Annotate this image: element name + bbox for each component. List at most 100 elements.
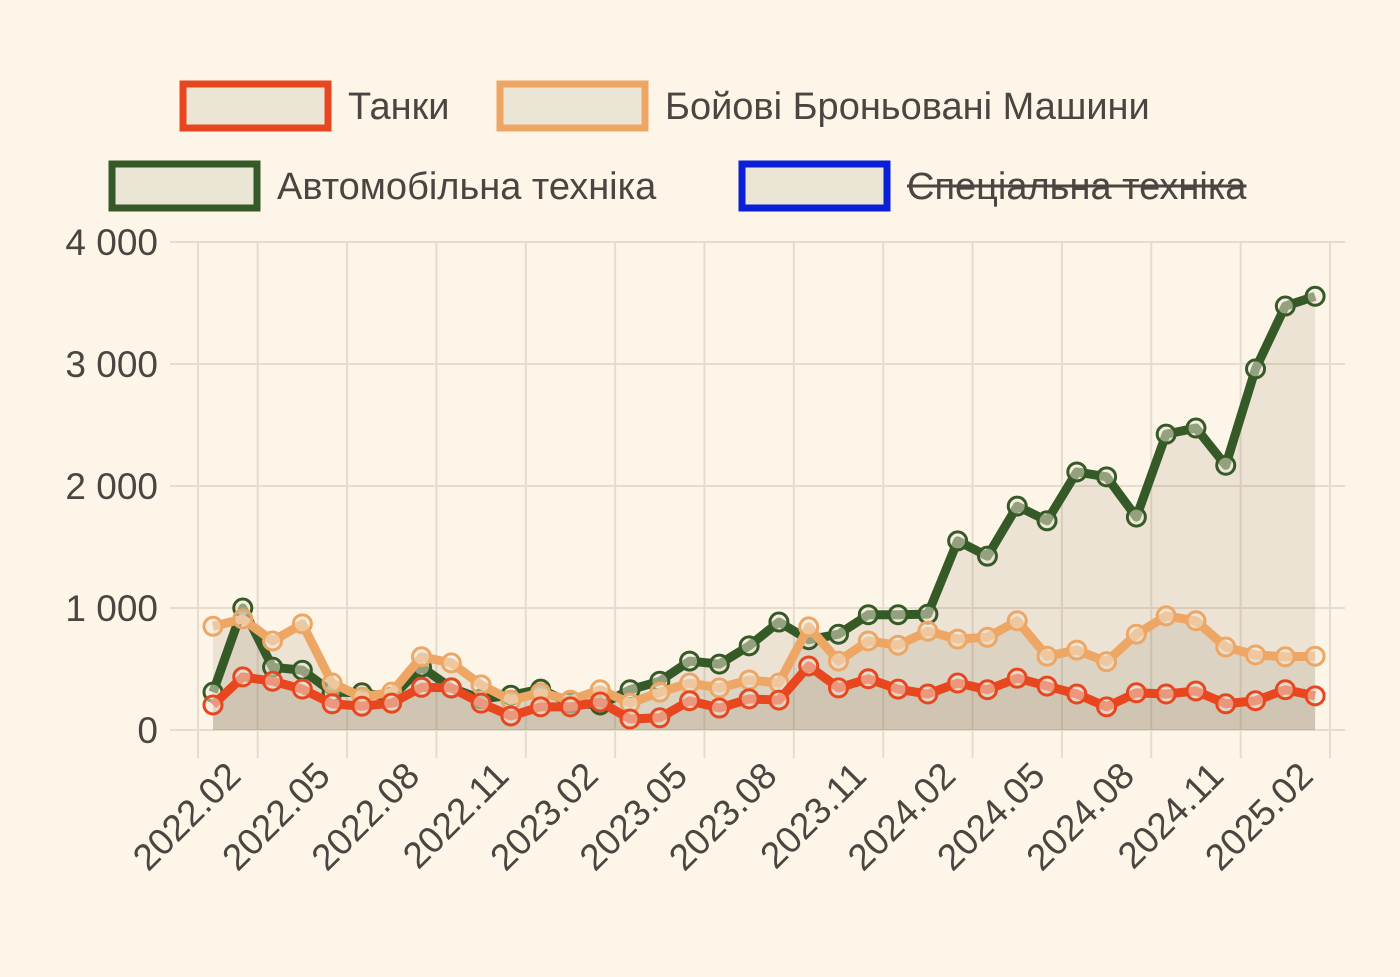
point [679,672,701,694]
point [1066,461,1088,483]
point [857,630,879,652]
legend-swatch [738,160,891,212]
point [768,689,790,711]
point [1274,295,1296,317]
point [1036,675,1058,697]
point [887,604,909,626]
area [213,296,1316,730]
point [411,676,433,698]
point [1006,495,1028,517]
y-tick-label: 3 000 [65,344,158,385]
point [679,650,701,672]
point [321,693,343,715]
point [947,530,969,552]
point [291,659,313,681]
point [738,669,760,691]
point [857,604,879,626]
y-tick-label: 2 000 [65,466,158,507]
point [202,694,224,716]
point [917,620,939,642]
point [1245,358,1267,380]
point [947,628,969,650]
point [232,666,254,688]
point [917,683,939,705]
point [708,653,730,675]
point [708,697,730,719]
point [1036,510,1058,532]
point [232,608,254,630]
point [500,705,522,727]
point [1155,605,1177,627]
point [470,674,492,696]
point [619,708,641,730]
point [470,692,492,714]
point [1185,610,1207,632]
point [1215,454,1237,476]
y-tick-label: 0 [137,710,158,751]
point [857,668,879,690]
point [649,681,671,703]
point [708,677,730,699]
point [1274,679,1296,701]
point [976,626,998,648]
point [1155,423,1177,445]
point [738,635,760,657]
point [1096,651,1118,673]
point [440,652,462,674]
point [321,672,343,694]
point [381,692,403,714]
point [1125,623,1147,645]
point [1066,639,1088,661]
point [1215,693,1237,715]
y-tick-label: 4 000 [65,222,158,263]
point [1245,690,1267,712]
point [1304,645,1326,667]
point [1066,683,1088,705]
point [440,677,462,699]
legend-swatch [496,80,649,132]
point [1185,680,1207,702]
legend-swatch [179,80,332,132]
legend-swatch [108,160,261,212]
point [1036,645,1058,667]
point [828,677,850,699]
point [828,650,850,672]
point [1125,682,1147,704]
point [1274,646,1296,668]
point [530,696,552,718]
point [1245,644,1267,666]
point [1304,685,1326,707]
point [1155,683,1177,705]
point [798,655,820,677]
point [976,679,998,701]
point [976,545,998,567]
point [1006,667,1028,689]
point [1006,610,1028,632]
point [738,688,760,710]
point [1185,417,1207,439]
point [1125,506,1147,528]
point [679,690,701,712]
point [411,646,433,668]
point [559,696,581,718]
point [351,695,373,717]
point [828,623,850,645]
point [649,707,671,729]
legend-label: Автомобільна техніка [277,166,657,208]
point [291,613,313,635]
point [1304,285,1326,307]
point [917,603,939,625]
point [947,672,969,694]
point [1096,466,1118,488]
point [887,634,909,656]
area [213,665,1316,730]
point [1215,636,1237,658]
point [262,630,284,652]
y-tick-label: 1 000 [65,588,158,629]
point [798,616,820,638]
legend-label: Бойові Броньовані Машини [665,86,1150,128]
point [202,615,224,637]
point [589,691,611,713]
point [262,670,284,692]
